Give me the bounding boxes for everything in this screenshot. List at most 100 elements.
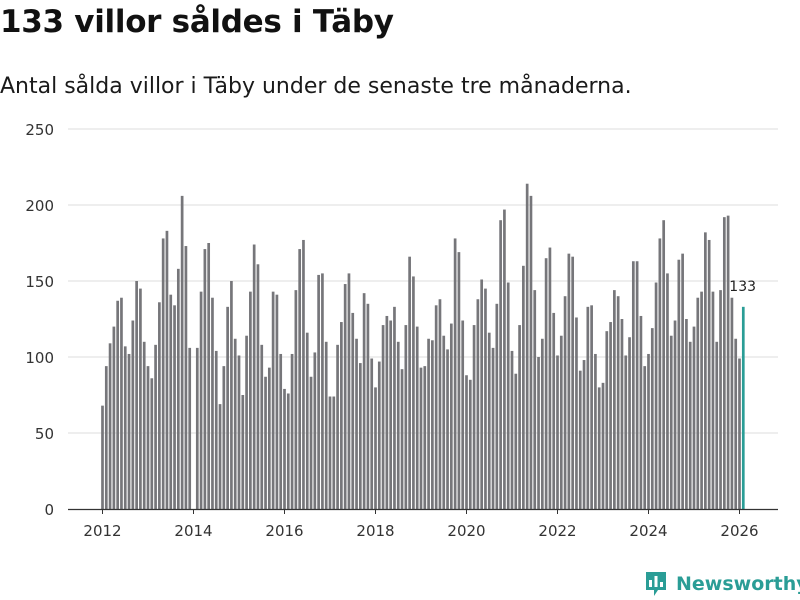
bar [590, 305, 593, 509]
bar [677, 259, 681, 509]
bar [601, 382, 605, 509]
bar [150, 378, 154, 509]
bar [510, 350, 514, 509]
bar [199, 291, 203, 509]
bar [336, 344, 339, 509]
bar [631, 261, 635, 509]
bar [457, 252, 461, 509]
bar [366, 303, 370, 509]
bar [120, 297, 123, 509]
bar [302, 239, 305, 509]
bar [442, 335, 446, 509]
bar [643, 366, 647, 509]
bars [101, 183, 745, 510]
y-tick-label: 150 [25, 273, 54, 291]
bar [540, 338, 544, 509]
bar [332, 396, 336, 509]
bar [438, 299, 442, 509]
bar [571, 256, 575, 509]
bar [214, 350, 218, 509]
bar [321, 273, 324, 509]
bar [616, 296, 620, 509]
bar [484, 288, 487, 509]
bar [704, 232, 707, 510]
bar [101, 405, 104, 509]
newsworthy-logo[interactable]: Newsworthy [644, 568, 800, 600]
bar [499, 220, 502, 509]
bar [374, 387, 377, 509]
bar [586, 306, 590, 509]
bar [434, 305, 438, 509]
bar [715, 341, 719, 509]
bar [582, 360, 586, 509]
bar [575, 317, 578, 509]
bar [249, 291, 252, 509]
bar [491, 347, 495, 509]
bar [597, 387, 601, 509]
bar [495, 303, 499, 509]
bar [711, 291, 715, 509]
bar [290, 353, 294, 509]
bar [559, 335, 563, 509]
bar [423, 366, 427, 509]
bar [624, 355, 628, 509]
bar [256, 264, 260, 509]
bar [412, 276, 415, 509]
bar [260, 344, 264, 509]
bar [431, 340, 434, 509]
bar [635, 261, 639, 509]
bar [461, 320, 465, 509]
bar [453, 238, 457, 509]
bar [230, 281, 233, 509]
bar [286, 393, 290, 509]
bar [415, 326, 419, 509]
bar [161, 238, 165, 509]
bar [317, 274, 320, 509]
bar [408, 256, 411, 509]
bar [104, 366, 108, 509]
bar [385, 315, 389, 509]
bar [381, 325, 385, 509]
bar [142, 341, 146, 509]
bar [628, 337, 631, 509]
bar [294, 290, 298, 509]
y-axis-labels: 0 50 100 150 200 250 [25, 121, 54, 519]
bar [654, 282, 658, 509]
bar-chart: 0 50 100 150 200 250 2012 2014 2016 2018 2020 2022… [25, 121, 778, 540]
bar [267, 367, 271, 509]
bar [173, 305, 176, 509]
bar [563, 296, 567, 509]
bar [681, 253, 684, 509]
bar [525, 183, 529, 509]
y-tick-label: 100 [25, 349, 54, 367]
bar [305, 332, 309, 509]
bar [594, 353, 597, 509]
bar [313, 352, 317, 509]
latest-value-label: 133 [729, 279, 756, 295]
bar [722, 217, 726, 509]
bar [620, 319, 624, 509]
bar [613, 290, 616, 509]
bar [309, 376, 313, 509]
bar [427, 338, 430, 509]
bar [127, 353, 131, 509]
bar [396, 341, 400, 509]
bar [578, 370, 582, 509]
x-tick-label: 2018 [356, 522, 394, 540]
newsworthy-icon [646, 572, 666, 596]
bar [355, 338, 358, 509]
bar [503, 209, 506, 509]
bar [135, 281, 138, 509]
x-axis: 2012 2014 2016 2018 2020 2022 2024 2026 [68, 508, 778, 540]
bar [700, 291, 703, 509]
bar [556, 355, 559, 509]
bar [730, 297, 734, 509]
bar [283, 388, 286, 509]
bar [449, 323, 453, 509]
bar [139, 288, 142, 509]
bar [647, 353, 650, 509]
bar [669, 335, 673, 509]
bar [226, 306, 229, 509]
bar [241, 395, 245, 509]
bar [480, 279, 484, 509]
